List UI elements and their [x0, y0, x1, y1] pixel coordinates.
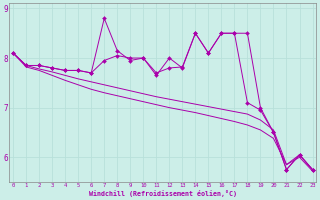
X-axis label: Windchill (Refroidissement éolien,°C): Windchill (Refroidissement éolien,°C)	[89, 190, 237, 197]
